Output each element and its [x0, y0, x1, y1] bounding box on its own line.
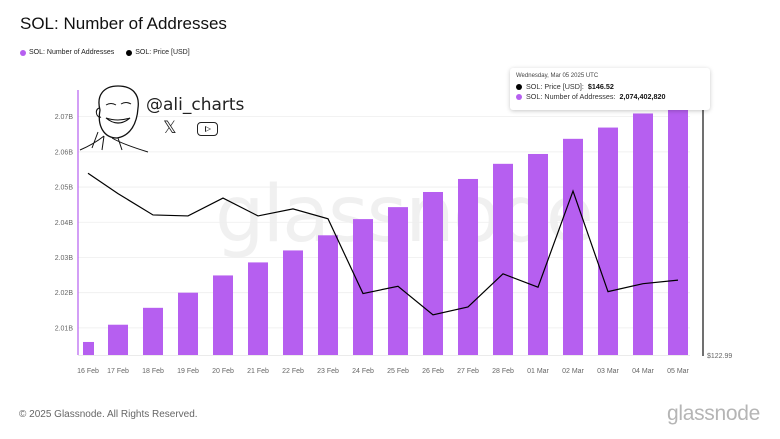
bar[interactable]: [668, 101, 688, 356]
x-tick-label: 20 Feb: [212, 368, 234, 375]
legend-label-addresses: SOL: Number of Addresses: [29, 49, 115, 56]
tooltip-value-addresses: 2,074,402,820: [619, 92, 666, 101]
y-tick-label: 2.04B: [55, 220, 74, 227]
avatar-head: [98, 85, 139, 139]
tooltip-swatch-addresses: [516, 94, 522, 100]
x-tick-label: 19 Feb: [177, 368, 199, 375]
x-tick-label: 17 Feb: [107, 368, 129, 375]
y-tick-label: 2.02B: [55, 290, 74, 297]
bar[interactable]: [83, 341, 94, 355]
x-tick-label: 25 Feb: [387, 368, 409, 375]
tooltip-row-price: SOL: Price [USD]: $146.52: [516, 82, 704, 92]
right-tick-label: $122.99: [707, 353, 732, 360]
copyright: © 2025 Glassnode. All Rights Reserved.: [19, 409, 198, 420]
y-tick-label: 2.06B: [55, 149, 74, 156]
avatar-eye-right: [120, 102, 132, 105]
bar[interactable]: [633, 113, 653, 356]
bar[interactable]: [248, 262, 268, 355]
brand-logo[interactable]: glassnode: [666, 402, 760, 425]
x-tick-label: 16 Feb: [77, 368, 99, 375]
tooltip-label-price: SOL: Price [USD]:: [526, 82, 584, 91]
legend: SOL: Number of Addresses SOL: Price [USD…: [20, 49, 190, 56]
y-tick-label: 2.07B: [55, 114, 74, 121]
x-tick-label: 26 Feb: [422, 368, 444, 375]
legend-item-addresses[interactable]: SOL: Number of Addresses: [20, 49, 114, 56]
tooltip-date: Wednesday, Mar 05 2025 UTC: [516, 73, 599, 79]
bar[interactable]: [353, 219, 373, 355]
x-tick-label: 23 Feb: [317, 368, 339, 375]
legend-label-price: SOL: Price [USD]: [135, 49, 190, 56]
avatar-eye-left: [105, 103, 117, 106]
legend-item-price[interactable]: SOL: Price [USD]: [126, 49, 190, 56]
chart-title: SOL: Number of Addresses: [20, 14, 227, 33]
x-twitter-icon: 𝕏: [163, 118, 177, 137]
x-tick-label: 05 Mar: [667, 368, 689, 375]
legend-swatch-price: [126, 49, 133, 56]
tooltip: Wednesday, Mar 05 2025 UTC SOL: Price [U…: [510, 68, 710, 110]
tooltip-row-addresses: SOL: Number of Addresses: 2,074,402,820: [516, 92, 704, 102]
price-line: [87, 172, 679, 316]
avatar-ear: [95, 107, 102, 118]
bar[interactable]: [458, 178, 478, 355]
bar[interactable]: [283, 250, 303, 355]
bar[interactable]: [143, 307, 163, 355]
avatar-body: [79, 131, 149, 153]
bar[interactable]: [528, 153, 548, 355]
youtube-icon: [197, 122, 218, 136]
play-triangle: [205, 125, 211, 132]
x-tick-label: 02 Mar: [562, 368, 584, 375]
bar[interactable]: [213, 275, 233, 355]
bar[interactable]: [423, 191, 443, 355]
y-tick-label: 2.01B: [55, 325, 74, 332]
x-tick-label: 01 Mar: [527, 368, 549, 375]
x-tick-label: 24 Feb: [352, 368, 374, 375]
y-tick-label: 2.05B: [55, 185, 74, 192]
tooltip-value-price: $146.52: [587, 82, 614, 91]
tooltip-label-addresses: SOL: Number of Addresses:: [526, 92, 616, 101]
bar[interactable]: [108, 324, 128, 355]
x-tick-label: 28 Feb: [492, 368, 514, 375]
author-handle: @ali_charts: [146, 95, 245, 115]
x-tick-label: 04 Mar: [632, 368, 654, 375]
bar[interactable]: [388, 207, 408, 355]
y-tick-label: 2.03B: [55, 255, 74, 262]
x-tick-label: 18 Feb: [142, 368, 164, 375]
bar[interactable]: [318, 235, 338, 355]
bar[interactable]: [563, 138, 583, 355]
x-tick-label: 21 Feb: [247, 368, 269, 375]
tooltip-swatch-price: [516, 84, 522, 90]
x-tick-label: 03 Mar: [597, 368, 619, 375]
avatar-mouth: [105, 117, 131, 124]
bar[interactable]: [178, 292, 198, 355]
bar[interactable]: [493, 163, 513, 355]
x-tick-label: 22 Feb: [282, 368, 304, 375]
x-tick-label: 27 Feb: [457, 368, 479, 375]
legend-swatch-addresses: [20, 49, 26, 56]
avatar-drawing: [79, 85, 149, 153]
bar[interactable]: [598, 127, 618, 355]
